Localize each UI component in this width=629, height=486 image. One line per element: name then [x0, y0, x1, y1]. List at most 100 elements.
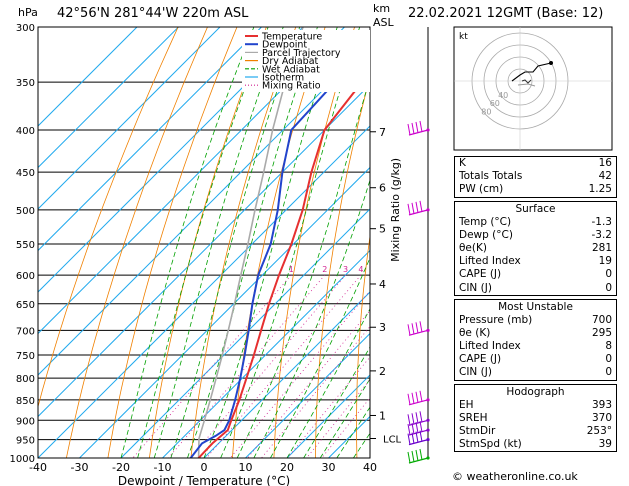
wet-adiabat-line	[220, 27, 361, 458]
surface-box: Surface Temp (°C) -1.3 Dewp (°C) -3.2 θe(K…	[454, 200, 617, 296]
pressure-tick-label: 950	[16, 436, 35, 447]
surface-title: Surface	[515, 202, 556, 215]
pressure-tick-label: 400	[16, 126, 35, 137]
pressure-tick-label: 450	[16, 168, 35, 179]
wet-adiabat-line	[236, 76, 370, 458]
wind-barb-icon	[407, 448, 430, 464]
temperature-tick-label: 20	[280, 461, 294, 474]
surface-row: Lifted Index 19	[459, 255, 612, 268]
legend-label: Mixing Ratio	[262, 81, 321, 92]
mixing-ratio-label: 8	[397, 265, 402, 274]
credit-label: © weatheronline.co.uk	[452, 470, 578, 483]
wind-barb-icon	[407, 411, 430, 426]
mixing-ratio-label: 4	[358, 265, 363, 274]
index-row-k: K 16	[459, 157, 612, 169]
hodograph-ring-label: 40	[498, 91, 508, 100]
isotherm-line	[79, 166, 370, 458]
wet-adiabat-line	[120, 27, 255, 458]
legend-label: Wet Adiabat	[262, 64, 320, 75]
pressure-tick-label: 350	[16, 78, 35, 89]
hodo-row: StmDir 253°	[459, 425, 612, 437]
wind-barb-icon	[407, 430, 430, 446]
dry-adiabat-line	[396, 27, 443, 458]
most-unstable-title: Most Unstable	[498, 300, 573, 313]
mixing-ratio-label: 15	[432, 265, 442, 274]
surface-row: Dewp (°C) -3.2	[459, 228, 612, 241]
mixing-ratio-label: 6	[381, 265, 386, 274]
unstable-row: Lifted Index 8	[459, 340, 612, 353]
plot-frame	[37, 26, 371, 459]
pressure-tick-label: 650	[16, 300, 35, 311]
hodo-row: StmSpd (kt) 39	[459, 438, 612, 451]
temperature-tick-label: -40	[29, 461, 47, 474]
mixing-ratio-label: 2	[322, 265, 327, 274]
isotherm-line	[38, 27, 221, 210]
mixing-ratio-axis-label: Mixing Ratio (g/kg)	[389, 158, 402, 262]
x-axis-label: Dewpoint / Temperature (°C)	[118, 474, 290, 486]
wind-barb-icon	[407, 390, 430, 406]
hodo-row: EH 393	[459, 398, 612, 411]
km-tick-label: 5	[379, 223, 386, 236]
wind-barb-icon	[407, 321, 430, 336]
wind-barb-icon	[407, 200, 430, 216]
hodograph-ring-label: 80	[481, 108, 491, 117]
pressure-unit-label: hPa	[18, 6, 38, 19]
temperature-tick-label: -20	[112, 461, 130, 474]
index-row-pw: PW (cm) 1.25	[459, 183, 612, 196]
dry-adiabat-line	[149, 27, 267, 458]
index-row-totals: Totals Totals 42	[459, 170, 612, 183]
pressure-tick-label: 600	[16, 271, 35, 282]
wet-adiabat-line	[303, 346, 370, 458]
isotherm-line	[162, 249, 370, 458]
legend-label: Isotherm	[262, 73, 304, 84]
temperature-tick-label: -10	[154, 461, 172, 474]
wet-adiabat-line	[203, 27, 338, 458]
parcel-trajectory-line	[197, 27, 304, 458]
unstable-row: Pressure (mb) 700	[459, 313, 612, 326]
temperature-line	[197, 72, 370, 458]
hodograph-stats-title: Hodograph	[506, 385, 565, 398]
wet-adiabat-line	[286, 308, 370, 458]
pressure-tick-label: 500	[16, 206, 35, 217]
km-tick-label: 4	[379, 278, 386, 291]
wet-adiabat-line	[253, 178, 370, 458]
dewpoint-line	[189, 42, 370, 458]
surface-row: θe(K) 281	[459, 241, 612, 254]
km-unit-label: km	[373, 2, 391, 15]
mixing-ratio-label: 3	[343, 265, 348, 274]
location-label: 42°56'N 281°44'W 220m ASL	[57, 6, 249, 21]
temperature-tick-label: 10	[239, 461, 253, 474]
pressure-tick-label: 550	[16, 240, 35, 251]
mixing-ratio-line	[321, 397, 370, 458]
hodograph-ring-label: 60	[490, 99, 500, 108]
legend-label: Temperature	[261, 32, 322, 43]
pressure-tick-label: 300	[16, 23, 35, 34]
wind-barb-icon	[407, 120, 430, 136]
dry-adiabat-line	[66, 27, 208, 458]
temperature-tick-label: 0	[201, 461, 208, 474]
mixing-ratio-line	[190, 274, 346, 458]
dry-adiabat-line	[38, 27, 179, 409]
legend-label: Dry Adiabat	[262, 56, 319, 67]
isotherm-line	[38, 27, 262, 252]
unstable-row: CAPE (J) 0	[459, 353, 612, 366]
wet-adiabat-line	[319, 378, 370, 458]
surface-row: CAPE (J) 0	[459, 268, 612, 281]
km-tick-label: 2	[379, 365, 386, 378]
isotherm-line	[286, 374, 370, 458]
mixing-ratio-line	[168, 274, 326, 458]
surface-row: CIN (J) 0	[459, 281, 612, 294]
hodograph-stats-box: Hodograph EH 393 SREH 370 StmDir 253° StmSp…	[454, 383, 617, 453]
wet-adiabat-line	[170, 27, 301, 458]
km-tick-label: 1	[379, 409, 386, 422]
pressure-tick-label: 700	[16, 326, 35, 337]
unstable-row: θe (K) 295	[459, 326, 612, 339]
pressure-tick-label: 850	[16, 396, 35, 407]
asl-unit-label: ASL	[373, 16, 394, 29]
temperature-tick-label: -30	[71, 461, 89, 474]
pressure-tick-label: 750	[16, 351, 35, 362]
isotherm-line	[38, 27, 345, 335]
isotherm-line	[38, 27, 138, 127]
